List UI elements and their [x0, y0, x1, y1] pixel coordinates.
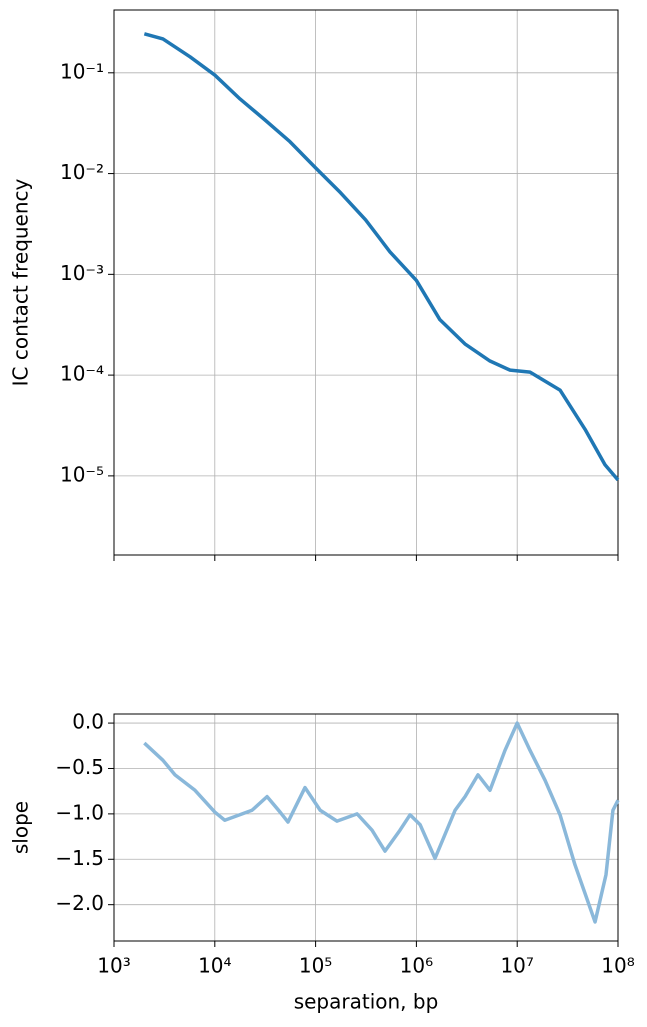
y-tick-label: 0.0 [72, 710, 104, 734]
data-line [143, 32, 620, 482]
y-tick-label: −2.0 [55, 891, 104, 915]
x-tick-label: 10⁴ [198, 954, 231, 978]
y-tick-label: −1.0 [55, 800, 104, 824]
y-tick-label: 10⁻¹ [60, 59, 104, 83]
y-tick-label: 10⁻⁵ [60, 462, 104, 486]
y-tick-label: 10⁻³ [60, 261, 104, 285]
x-tick-label: 10⁵ [299, 954, 332, 978]
x-tick-label: 10⁷ [500, 954, 533, 978]
y-axis-label: slope [9, 801, 33, 854]
y-tick-label: 10⁻⁴ [60, 362, 104, 386]
axes-frame [113, 9, 619, 556]
y-tick-label: −1.5 [55, 846, 104, 870]
x-axis-label: separation, bp [294, 990, 439, 1014]
axes-frame [113, 713, 619, 942]
y-tick-label: 10⁻² [60, 160, 104, 184]
data-line [143, 721, 620, 924]
x-tick-label: 10³ [97, 954, 130, 978]
y-tick-label: −0.5 [55, 755, 104, 779]
y-axis-label: IC contact frequency [9, 178, 33, 386]
x-tick-label: 10⁸ [601, 954, 634, 978]
x-tick-label: 10⁶ [400, 954, 433, 978]
